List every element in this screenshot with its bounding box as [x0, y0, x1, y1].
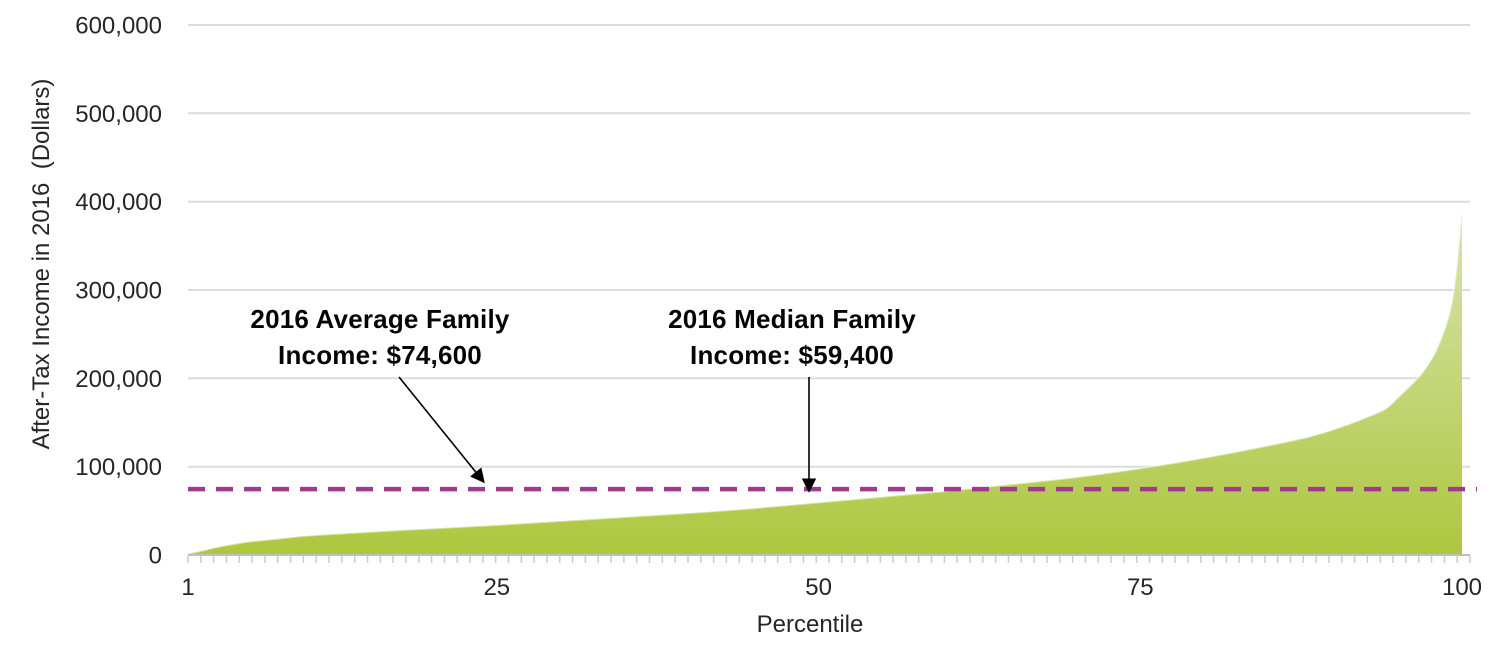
- y-tick-label: 500,000: [75, 101, 162, 128]
- x-tick-label: 25: [483, 574, 510, 601]
- median-income-annotation: 2016 Median Family Income: $59,400: [652, 301, 932, 373]
- median-annotation-line-1: 2016 Median Family: [668, 304, 916, 334]
- income-area-group: [187, 210, 1463, 555]
- average-annotation-line-2: Income: $74,600: [278, 340, 482, 370]
- average-annotation-line-1: 2016 Average Family: [250, 304, 510, 334]
- x-tick-label: 75: [1127, 574, 1154, 601]
- median-annotation-line-2: Income: $59,400: [690, 340, 894, 370]
- y-tick-label: 0: [149, 543, 162, 570]
- income-area-edge: [187, 210, 1463, 555]
- y-tick-label: 100,000: [75, 454, 162, 481]
- annotation-arrows-group: [398, 376, 817, 493]
- x-tick-label: 50: [805, 574, 832, 601]
- x-axis-group: [187, 554, 1471, 563]
- y-tick-label: 300,000: [75, 278, 162, 305]
- y-tick-label: 200,000: [75, 366, 162, 393]
- x-tick-label: 100: [1442, 574, 1482, 601]
- tick-labels-group: 0 100,000 200,000 300,000 400,000 500,000 600,…: [75, 13, 1482, 602]
- x-axis-title: Percentile: [756, 611, 864, 638]
- y-axis-title: After-Tax Income in 2016 (Dollars): [28, 78, 55, 450]
- average-income-annotation: 2016 Average Family Income: $74,600: [240, 301, 520, 373]
- income-area: [188, 210, 1462, 555]
- x-tick-label: 1: [181, 574, 194, 601]
- average-annotation-arrow: [398, 376, 485, 484]
- y-tick-label: 400,000: [75, 189, 162, 216]
- gridlines-group: [188, 24, 1470, 468]
- y-tick-label: 600,000: [75, 13, 162, 40]
